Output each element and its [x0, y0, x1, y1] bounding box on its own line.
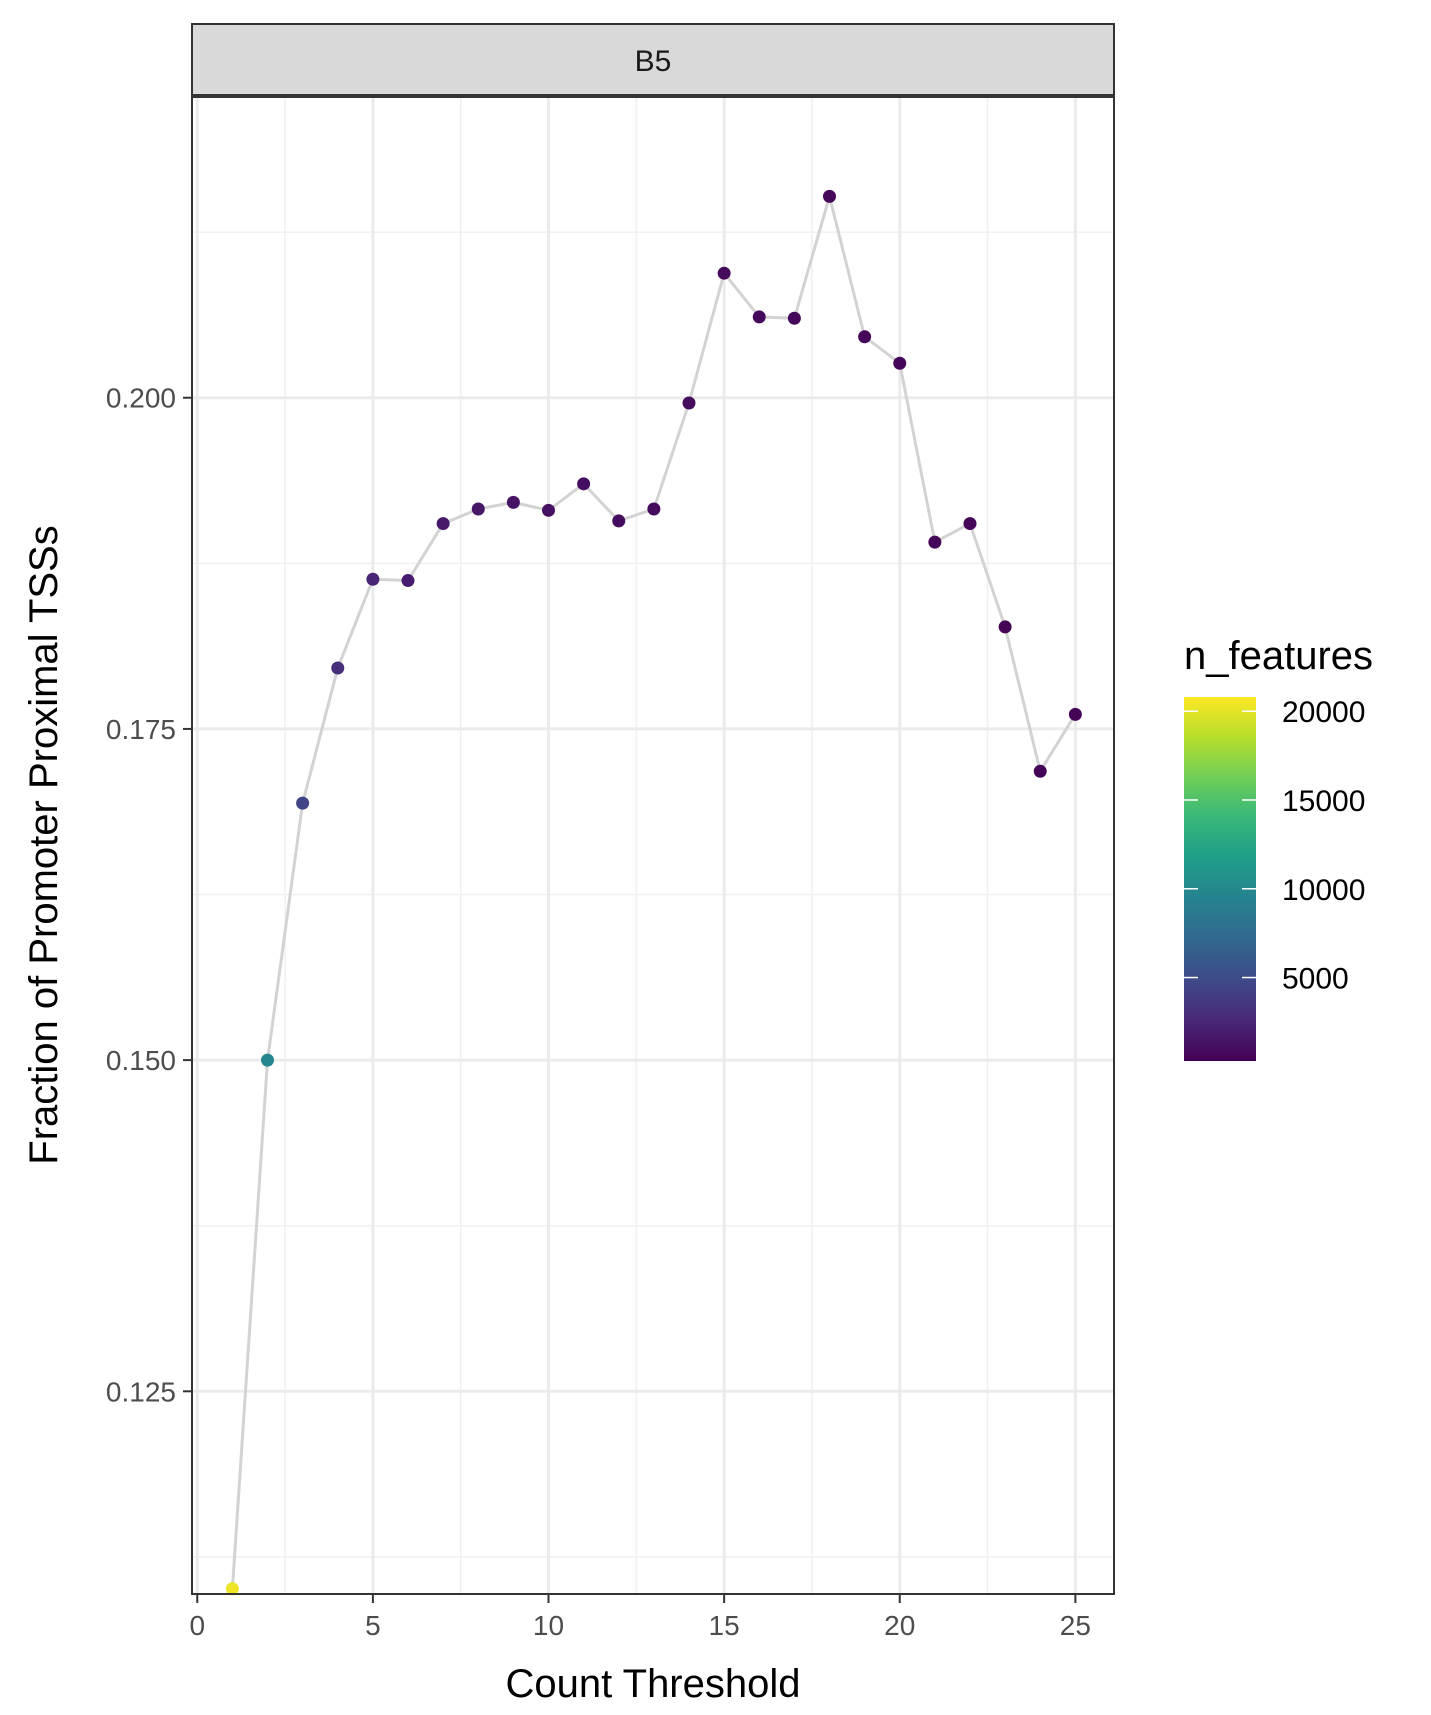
- data-point: [717, 266, 731, 280]
- data-point: [401, 574, 415, 588]
- data-point: [752, 310, 766, 324]
- x-tick-label: 25: [1060, 1610, 1091, 1641]
- legend-tick-label: 10000: [1282, 874, 1365, 907]
- legend-tick-label: 15000: [1282, 785, 1365, 818]
- data-point: [436, 517, 450, 531]
- legend-title: n_features: [1184, 634, 1373, 678]
- legend-ticks: 5000 10000 15000 20000: [1184, 696, 1365, 996]
- data-point: [647, 502, 661, 516]
- y-tick-label: 0.125: [106, 1376, 176, 1407]
- plot-panel-border: [191, 96, 1115, 1595]
- data-point: [225, 1582, 239, 1596]
- data-point: [261, 1053, 275, 1067]
- data-point: [928, 535, 942, 549]
- data-point: [858, 330, 872, 344]
- data-point: [998, 620, 1012, 634]
- legend-colorbar: [1184, 697, 1256, 1061]
- data-point: [682, 396, 696, 410]
- x-tick-label: 15: [709, 1610, 740, 1641]
- data-point: [366, 572, 380, 586]
- y-axis: 0.125 0.150 0.175 0.200: [106, 383, 192, 1407]
- x-tick-label: 20: [884, 1610, 915, 1641]
- data-point: [963, 517, 977, 531]
- plot-panel-background: [192, 97, 1114, 1594]
- data-point: [787, 311, 801, 325]
- facet-strip-label: B5: [635, 45, 672, 78]
- x-tick-label: 10: [533, 1610, 564, 1641]
- data-point: [893, 356, 907, 370]
- y-tick-label: 0.200: [106, 383, 176, 414]
- grid-minor: [192, 97, 1114, 1594]
- data-point: [296, 796, 310, 810]
- grid-major: [192, 97, 1114, 1594]
- data-point: [1068, 707, 1082, 721]
- legend: n_features 5000 10000 15000 20000: [1184, 634, 1373, 1061]
- facet-strip-background: [191, 23, 1115, 96]
- x-axis-title: Count Threshold: [506, 1662, 801, 1706]
- y-axis-title: Fraction of Promoter Proximal TSSs: [22, 525, 66, 1164]
- y-tick-label: 0.175: [106, 714, 176, 745]
- data-point: [1033, 764, 1047, 778]
- data-point: [542, 503, 556, 517]
- data-point: [471, 502, 485, 516]
- x-axis: 0 5 10 15 20 25: [189, 1594, 1091, 1641]
- data-point: [577, 477, 591, 491]
- legend-tick-label: 20000: [1282, 696, 1365, 729]
- x-tick-label: 5: [365, 1610, 381, 1641]
- facet-strip: B5: [191, 23, 1115, 96]
- x-tick-label: 0: [189, 1610, 205, 1641]
- legend-tick-label: 5000: [1282, 963, 1349, 996]
- data-point: [822, 189, 836, 203]
- data-points: [225, 189, 1082, 1596]
- data-point: [612, 514, 626, 528]
- y-tick-label: 0.150: [106, 1045, 176, 1076]
- data-point: [331, 661, 345, 675]
- data-point: [506, 495, 520, 509]
